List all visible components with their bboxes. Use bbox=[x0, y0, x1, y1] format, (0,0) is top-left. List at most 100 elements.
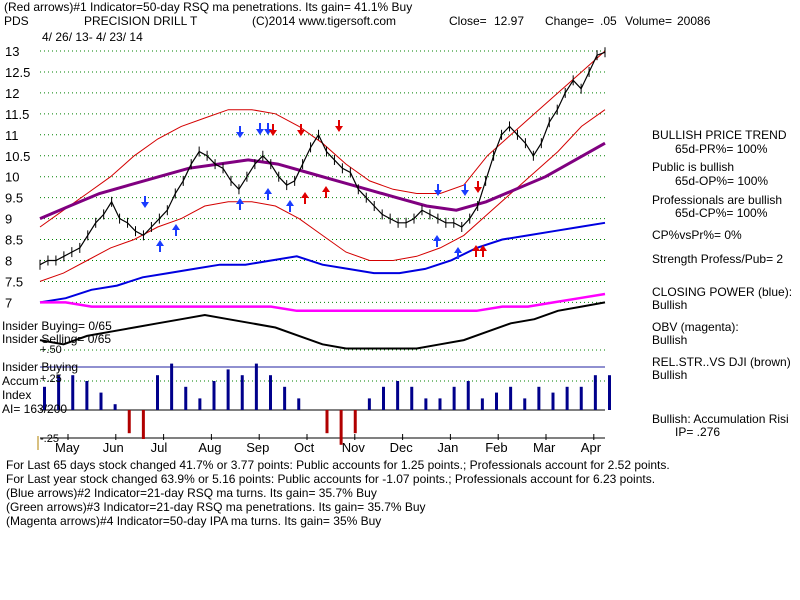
accum-bar bbox=[593, 375, 597, 410]
accum-bar bbox=[466, 381, 470, 410]
x-tick-label: Jan bbox=[437, 440, 458, 455]
x-tick-label: Oct bbox=[294, 440, 315, 455]
y-tick-label: 10.5 bbox=[5, 149, 30, 164]
footer-magenta-arrows: (Magenta arrows)#4 Indicator=50-day IPA … bbox=[6, 514, 382, 528]
footer-blue-arrows: (Blue arrows)#2 Indicator=21-day RSQ ma … bbox=[6, 486, 377, 500]
accum-bar bbox=[396, 381, 400, 410]
accum-minus25-label: -.25 bbox=[40, 433, 59, 445]
relstr-line bbox=[39, 301, 606, 350]
accum-bar bbox=[353, 410, 357, 434]
accum-label: Accum bbox=[2, 374, 39, 388]
buy-arrow bbox=[264, 188, 272, 200]
ai-label: AI= 163/200 bbox=[2, 402, 68, 416]
copyright: (C)2014 www.tigersoft.com bbox=[252, 14, 397, 28]
x-tick-label: Nov bbox=[342, 440, 366, 455]
accum-bar bbox=[480, 398, 484, 410]
accum-bar bbox=[57, 375, 61, 410]
x-tick-label: Mar bbox=[533, 440, 556, 455]
accum-bar bbox=[127, 410, 131, 434]
buy-arrow bbox=[454, 247, 462, 259]
sell-arrow bbox=[256, 123, 264, 135]
x-tick-label: Aug bbox=[198, 440, 221, 455]
symbol: PDS bbox=[4, 14, 29, 28]
index-label: Index bbox=[2, 388, 32, 402]
accum-bar bbox=[99, 392, 103, 410]
sell-arrow bbox=[264, 123, 272, 135]
sell-arrow bbox=[461, 184, 469, 196]
accum-bar bbox=[170, 363, 174, 410]
accum-plus25-label: +.25 bbox=[40, 373, 62, 385]
accum-bar bbox=[452, 386, 456, 410]
accum-bar bbox=[438, 398, 442, 410]
accum-bar bbox=[156, 375, 159, 410]
accumulation-rising: Bullish: Accumulation Risi bbox=[652, 412, 789, 426]
sell-arrow bbox=[474, 181, 482, 193]
accum-bar bbox=[184, 386, 188, 410]
company-name: PRECISION DRILL T bbox=[84, 14, 198, 28]
x-tick-label: May bbox=[55, 440, 80, 455]
closing-power-value: Bullish bbox=[652, 298, 688, 312]
buy-arrow bbox=[156, 240, 164, 252]
x-tick-label: Dec bbox=[390, 440, 414, 455]
date-range: 4/ 26/ 13- 4/ 23/ 14 bbox=[42, 30, 143, 44]
accum-bar bbox=[523, 398, 527, 410]
accum-bar bbox=[85, 381, 89, 410]
accum-bar bbox=[71, 375, 75, 410]
accum-bar bbox=[608, 375, 611, 410]
buy-arrow bbox=[236, 198, 244, 210]
accum-bar bbox=[339, 410, 343, 445]
buy-arrow bbox=[472, 245, 480, 257]
x-tick-label: Apr bbox=[581, 440, 602, 455]
accum-bar bbox=[579, 386, 583, 410]
change-value: .05 bbox=[600, 14, 617, 28]
accum-bar bbox=[226, 369, 230, 410]
accum-bar bbox=[198, 398, 202, 410]
sell-arrow bbox=[335, 120, 343, 132]
ip-value: IP= .276 bbox=[675, 425, 721, 439]
insider-buying-label: Insider Buying bbox=[2, 360, 79, 374]
footer-year: For Last year stock changed 63.9% or 5.1… bbox=[6, 472, 656, 486]
closing-power-label: CLOSING POWER (blue): bbox=[652, 285, 793, 299]
lower-band bbox=[39, 109, 606, 282]
x-tick-label: Sep bbox=[246, 440, 269, 455]
cp-vs-pr: CP%vsPr%= 0% bbox=[652, 228, 742, 242]
accum-bar bbox=[325, 410, 329, 434]
sell-arrow bbox=[297, 124, 305, 136]
y-tick-label: 8 bbox=[5, 254, 12, 269]
close-value: 12.97 bbox=[494, 14, 525, 28]
y-tick-label: 8.5 bbox=[5, 233, 23, 248]
close-price-line bbox=[39, 51, 606, 266]
y-tick-label: 11.5 bbox=[5, 107, 29, 122]
y-tick-label: 9 bbox=[5, 212, 12, 227]
sell-arrow bbox=[269, 124, 277, 136]
accum-bar bbox=[254, 363, 258, 410]
accum-bar bbox=[495, 392, 498, 410]
accum-bar bbox=[537, 386, 541, 410]
y-tick-label: 12 bbox=[5, 86, 19, 101]
obv-label: OBV (magenta): bbox=[652, 320, 739, 334]
buy-arrow bbox=[301, 192, 309, 204]
accum-bar bbox=[565, 386, 569, 410]
volume-value: 20086 bbox=[677, 14, 711, 28]
change-label: Change= bbox=[545, 14, 595, 28]
x-tick-label: Jul bbox=[151, 440, 168, 455]
accum-bar bbox=[212, 381, 216, 410]
accum-bar bbox=[424, 398, 428, 410]
accum-bar bbox=[297, 398, 301, 410]
y-tick-label: 7.5 bbox=[5, 274, 23, 289]
accum-bar bbox=[240, 375, 244, 410]
y-tick-label: 10 bbox=[5, 170, 19, 185]
accum-bar bbox=[382, 386, 385, 410]
buy-arrow bbox=[172, 224, 180, 236]
buy-arrow bbox=[433, 235, 441, 247]
y-tick-label: 11 bbox=[5, 128, 19, 143]
ma-line bbox=[39, 141, 606, 220]
accum-bar bbox=[367, 398, 371, 410]
footer-65day: For Last 65 days stock changed 41.7% or … bbox=[6, 458, 670, 472]
cp65: 65d-CP%= 100% bbox=[675, 206, 768, 220]
footer-green-arrows: (Green arrows)#3 Indicator=21-day RSQ ma… bbox=[6, 500, 426, 514]
public-bullish: Public is bullish bbox=[652, 160, 735, 174]
insider-buying-count: Insider Buying= 0/65 bbox=[2, 319, 112, 333]
y-tick-label: 7 bbox=[5, 295, 12, 310]
